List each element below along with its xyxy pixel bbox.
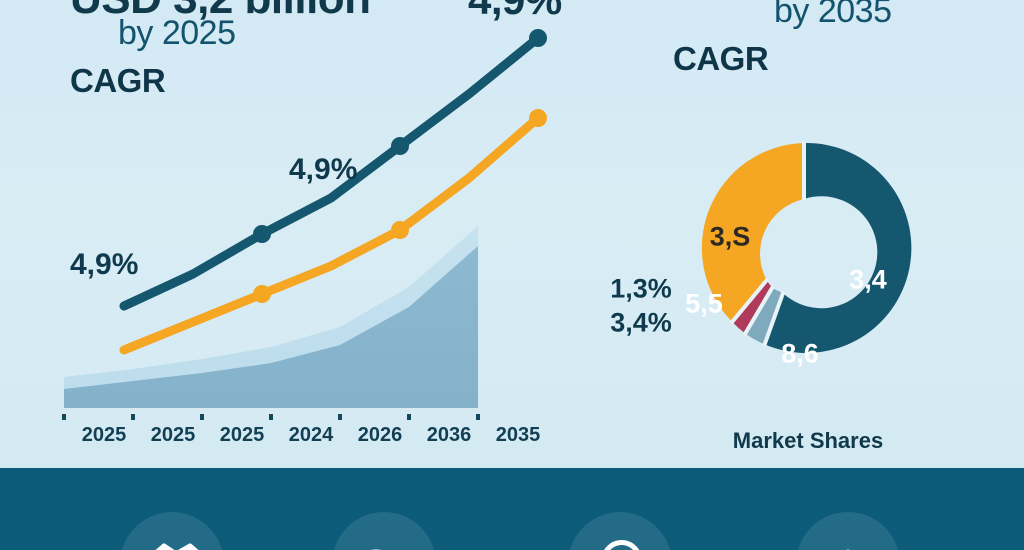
headline-cagr-percent: 4,9% — [468, 0, 562, 24]
donut-separators — [730, 141, 806, 347]
donut-slice-crimson — [732, 280, 773, 334]
x-axis-label: 2025 — [150, 424, 196, 446]
footer-icon-gear-cloud[interactable] — [568, 512, 672, 550]
marker-navy-3 — [529, 29, 547, 47]
marker-orange-3 — [529, 109, 547, 127]
handshake-icon — [155, 543, 199, 550]
x-axis-label: 2036 — [426, 424, 472, 446]
donut-slice-orange — [701, 143, 804, 322]
x-axis-label: 2026 — [357, 424, 403, 446]
donut-slice-steel — [745, 287, 784, 345]
area-band-lower — [64, 246, 478, 408]
x-axis-labels: 2025 2025 2025 2024 2026 2036 2035 — [40, 424, 600, 454]
x-axis-label: 2035 — [495, 424, 541, 446]
chart-callout-cagr-left: 4,9% — [70, 248, 139, 281]
headline-right-year: by 2035 — [774, 0, 892, 30]
x-axis-label: 2025 — [81, 424, 127, 446]
headline-left-cagr-label: CAGR — [70, 62, 166, 99]
gear-cloud-icon — [604, 540, 640, 550]
x-axis-label: 2024 — [288, 424, 334, 446]
footer-icon-handshake[interactable] — [120, 512, 224, 550]
footer-icon-chat-document[interactable] — [332, 512, 436, 550]
donut-slice-navy — [764, 142, 912, 353]
marker-orange-1 — [253, 285, 271, 303]
chart-callout-cagr-mid: 4,9% — [289, 153, 358, 186]
series-line-orange — [119, 113, 543, 355]
donut-label-navy-right: 3,4 — [849, 264, 887, 295]
donut-label-steel: 5,5 — [685, 288, 723, 319]
headline-market-value: USD 3,2 billion — [70, 0, 371, 24]
donut-chart-caption: Market Shares — [732, 428, 884, 453]
footer-icon-shield-lock[interactable] — [796, 512, 900, 550]
chat-document-icon — [371, 549, 381, 550]
donut-label-navy-bottom: 8,6 — [781, 338, 819, 369]
marker-navy-2 — [391, 137, 409, 155]
donut-callout-crimson: 1,3% — [610, 273, 672, 304]
headline-right-cagr-label: CAGR — [673, 40, 769, 77]
donut-label-orange: 3,S — [709, 221, 751, 252]
marker-navy-1 — [253, 225, 271, 243]
series-line-navy — [119, 33, 543, 311]
footer-band — [0, 468, 1024, 550]
footer-icon-row — [0, 468, 1024, 550]
x-axis-label: 2025 — [219, 424, 265, 446]
donut-chart: 3,S 5,5 3,4 8,6 — [668, 112, 940, 389]
donut-chart-svg — [701, 141, 912, 353]
shield-lock-icon — [846, 549, 850, 550]
donut-callout-steel: 3,4% — [610, 307, 672, 338]
headline-left-year: by 2025 — [118, 14, 236, 52]
marker-orange-2 — [391, 221, 409, 239]
x-axis-ticks — [62, 414, 480, 420]
line-area-chart — [62, 29, 547, 420]
